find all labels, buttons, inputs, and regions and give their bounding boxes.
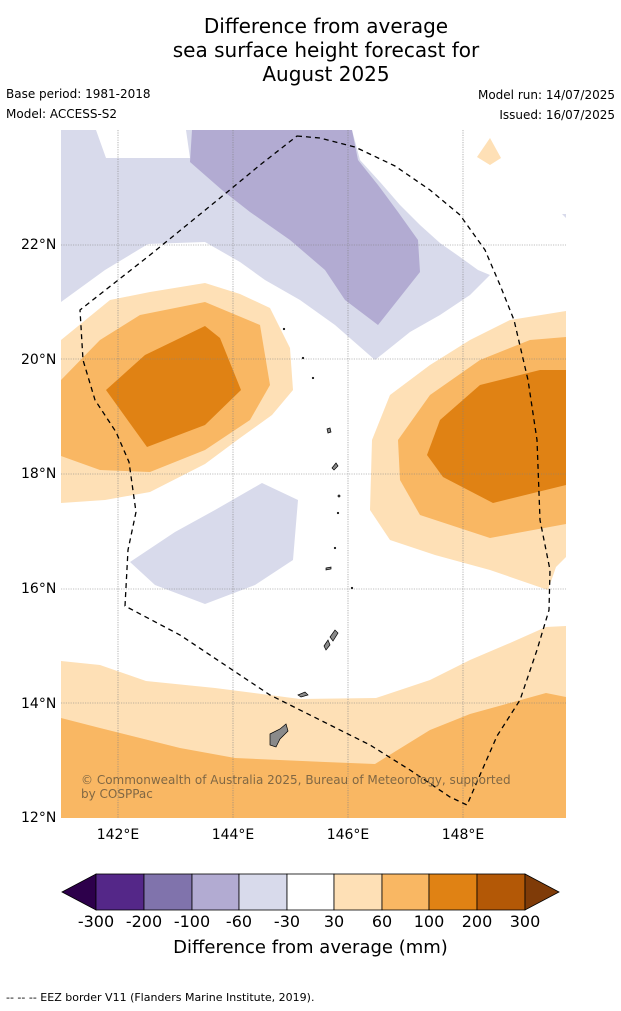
colorbar-segment-neg30-30 [286, 873, 335, 911]
island-rota [297, 691, 309, 698]
model-text: Model: ACCESS-S2 [6, 107, 118, 121]
colorbar-tick-neg300: -300 [77, 912, 115, 931]
colorbar-segment-neg60-neg30 [238, 873, 288, 911]
island-guam [269, 723, 289, 748]
colorbar-tick-60: 60 [371, 912, 393, 931]
contour-negative-light-south [130, 483, 298, 604]
colorbar-arrow-low [61, 873, 97, 911]
colorbar-tick-300: 300 [509, 912, 541, 931]
lon-tick-142: 142°E [96, 827, 140, 843]
issued-text: Issued: 16/07/2025 [499, 108, 615, 122]
colorbar-tick-200: 200 [461, 912, 493, 931]
colorbar-tick-30: 30 [323, 912, 345, 931]
lon-tick-144: 144°E [211, 827, 255, 843]
title-line-3: August 2025 [262, 62, 390, 86]
colorbar-tick-neg100: -100 [173, 912, 211, 931]
eez-border [79, 135, 551, 806]
lon-tick-146: 146°E [326, 827, 370, 843]
colorbar-segment-neg100-neg60 [191, 873, 240, 911]
island-uracas [282, 327, 286, 331]
colorbar-segment-200-300 [476, 873, 526, 911]
contour-negative-mid-north [190, 130, 420, 325]
contour-positive-south-60 [61, 693, 566, 818]
lat-tick-20: 20°N [21, 352, 57, 368]
colorbar-segment-60-100 [381, 873, 430, 911]
map-title: Difference from average sea surface heig… [0, 14, 621, 86]
island-anatahan [325, 566, 332, 571]
islands [269, 327, 354, 748]
island-medinilla [350, 586, 354, 590]
lon-tick-148: 148°E [441, 827, 485, 843]
contour-positive-west-100 [106, 326, 241, 447]
lat-tick-12: 12°N [21, 810, 57, 826]
title-line-2: sea surface height forecast for [172, 38, 480, 62]
copyright-notice: © Commonwealth of Australia 2025, Bureau… [81, 773, 511, 801]
island-pagan [331, 462, 339, 471]
colorbar-label: Difference from average (mm) [173, 937, 448, 958]
title-line-1: Difference from average [203, 14, 449, 38]
island-maug [301, 356, 305, 360]
island-sarigan [333, 546, 337, 550]
eez-footnote: -- -- -- EEZ border V11 (Flanders Marine… [6, 991, 315, 1004]
lat-tick-18: 18°N [21, 466, 57, 482]
colorbar-tick-neg30: -30 [273, 912, 301, 931]
island-saipan [329, 629, 339, 642]
island-tinian [323, 639, 331, 651]
lat-tick-14: 14°N [21, 696, 57, 712]
colorbar-segment-30-60 [333, 873, 383, 911]
island-alamagan [337, 494, 341, 498]
colorbar-tick-neg60: -60 [225, 912, 253, 931]
island-guguan [336, 511, 340, 515]
colorbar-segment-neg300-neg200 [95, 873, 145, 911]
contour-negative-light-edge [562, 214, 566, 218]
grid-lines [61, 130, 566, 818]
colorbar-segment-100-200 [428, 873, 478, 911]
island-asuncion [311, 376, 315, 380]
model-run-text: Model run: 14/07/2025 [477, 88, 615, 102]
contour-positive-north-islet [477, 138, 501, 165]
lat-tick-16: 16°N [21, 581, 57, 597]
colorbar-segment-neg200-neg100 [143, 873, 193, 911]
colorbar-tick-100: 100 [413, 912, 445, 931]
lat-tick-22: 22°N [21, 237, 57, 253]
colorbar-arrow-high [524, 873, 560, 911]
contour-layer [61, 130, 566, 818]
base-period-text: Base period: 1981-2018 [6, 87, 151, 101]
colorbar-tick-neg200: -200 [125, 912, 163, 931]
island-agrihan [326, 427, 332, 434]
